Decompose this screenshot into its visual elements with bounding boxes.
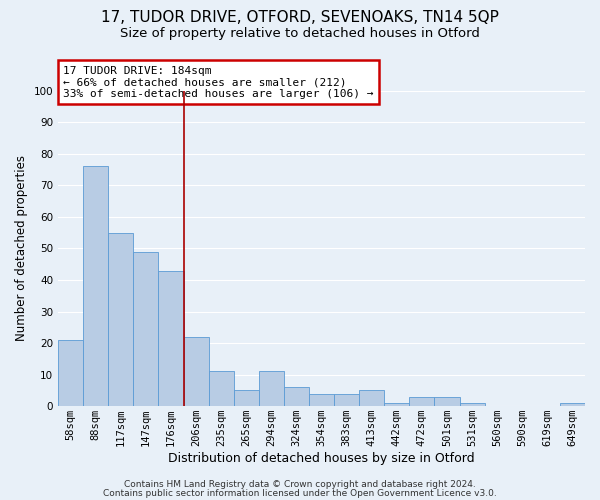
Bar bbox=[83, 166, 108, 406]
Text: Contains public sector information licensed under the Open Government Licence v3: Contains public sector information licen… bbox=[103, 488, 497, 498]
Text: Contains HM Land Registry data © Crown copyright and database right 2024.: Contains HM Land Registry data © Crown c… bbox=[124, 480, 476, 489]
Bar bbox=[309, 394, 334, 406]
Bar bbox=[58, 340, 83, 406]
Bar bbox=[560, 403, 585, 406]
Bar bbox=[359, 390, 384, 406]
Bar bbox=[233, 390, 259, 406]
Bar bbox=[158, 270, 184, 406]
Bar bbox=[108, 232, 133, 406]
Bar bbox=[284, 387, 309, 406]
Bar bbox=[209, 372, 233, 406]
Text: 17 TUDOR DRIVE: 184sqm
← 66% of detached houses are smaller (212)
33% of semi-de: 17 TUDOR DRIVE: 184sqm ← 66% of detached… bbox=[64, 66, 374, 99]
Text: Size of property relative to detached houses in Otford: Size of property relative to detached ho… bbox=[120, 28, 480, 40]
Bar bbox=[409, 396, 434, 406]
Bar bbox=[384, 403, 409, 406]
Y-axis label: Number of detached properties: Number of detached properties bbox=[15, 156, 28, 342]
Bar bbox=[184, 337, 209, 406]
X-axis label: Distribution of detached houses by size in Otford: Distribution of detached houses by size … bbox=[168, 452, 475, 465]
Bar bbox=[259, 372, 284, 406]
Bar bbox=[334, 394, 359, 406]
Bar bbox=[133, 252, 158, 406]
Bar bbox=[434, 396, 460, 406]
Bar bbox=[460, 403, 485, 406]
Text: 17, TUDOR DRIVE, OTFORD, SEVENOAKS, TN14 5QP: 17, TUDOR DRIVE, OTFORD, SEVENOAKS, TN14… bbox=[101, 10, 499, 25]
